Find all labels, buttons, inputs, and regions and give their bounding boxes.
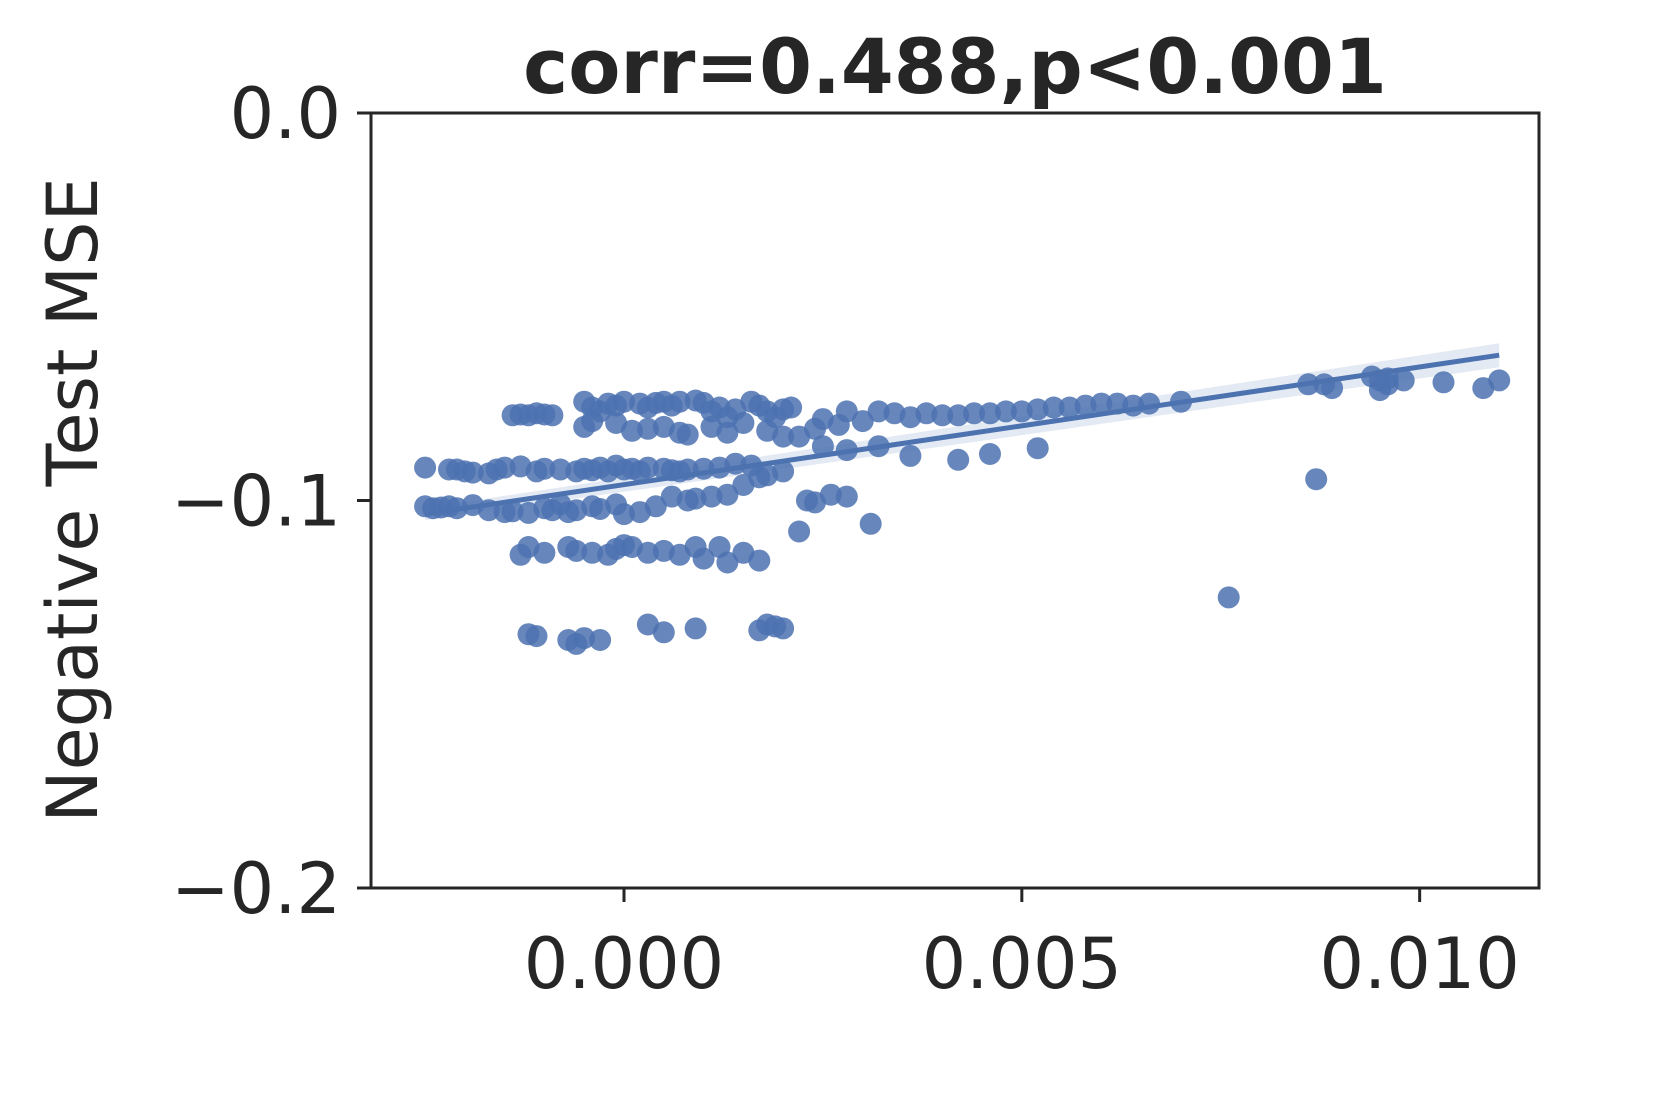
- x-axis-ticks: 0.000 0.005 0.010: [524, 888, 1520, 1005]
- scatter-point: [947, 448, 970, 471]
- scatter-point: [636, 417, 659, 440]
- scatter-point: [676, 423, 699, 446]
- scatter-point: [1026, 398, 1049, 421]
- chart-title: corr=0.488,p<0.001: [523, 22, 1387, 111]
- scatter-point: [1090, 392, 1113, 415]
- scatter-point: [565, 539, 588, 562]
- scatter-point: [931, 404, 954, 427]
- y-axis-ticks: 0.0 −0.1 −0.2: [171, 73, 371, 930]
- scatter-point: [835, 400, 858, 423]
- regression-line: [424, 352, 1500, 517]
- scatter-point: [788, 520, 811, 543]
- scatter-point: [692, 547, 715, 570]
- scatter-point: [668, 390, 691, 413]
- scatter-point: [1217, 586, 1240, 609]
- scatter-point: [859, 512, 882, 535]
- scatter-point: [684, 617, 707, 640]
- scatter-point: [1026, 437, 1049, 460]
- scatter-point: [979, 443, 1001, 465]
- scatter-point: [589, 629, 612, 651]
- y-tick-label: −0.2: [171, 848, 341, 930]
- scatter-point: [573, 627, 596, 650]
- scatter-point: [644, 495, 667, 518]
- scatter-point: [716, 421, 739, 444]
- scatter-point: [963, 402, 986, 425]
- scatter-point: [533, 457, 556, 480]
- scatter-point: [899, 444, 922, 467]
- scatter-point: [581, 410, 604, 433]
- scatter-point: [716, 551, 739, 574]
- x-tick-label: 0.005: [922, 923, 1122, 1005]
- scatter-point: [700, 485, 723, 508]
- y-tick-label: 0.0: [230, 73, 341, 155]
- x-tick-label: 0.010: [1319, 923, 1519, 1005]
- scatter-point: [525, 625, 548, 648]
- scatter-point: [1432, 371, 1455, 394]
- scatter-point: [636, 541, 659, 564]
- scatter-point: [461, 461, 484, 484]
- scatter-point: [748, 549, 771, 572]
- scatter-point: [549, 458, 572, 481]
- scatter-point: [501, 500, 524, 523]
- scatter-point: [613, 390, 635, 413]
- scatter-point: [867, 400, 890, 423]
- scatter-point: [835, 485, 858, 508]
- scatter-point: [414, 456, 437, 479]
- scatter-point: [493, 456, 516, 479]
- scatter-point: [819, 483, 842, 506]
- y-tick-label: −0.1: [171, 461, 341, 543]
- scatter-point: [772, 460, 795, 483]
- scatter-point: [1042, 396, 1065, 419]
- scatter-point: [772, 617, 795, 640]
- scatter-point: [636, 456, 659, 479]
- scatter-point: [1488, 369, 1511, 392]
- scatter-point: [1058, 396, 1081, 419]
- scatter-point: [994, 400, 1017, 423]
- y-axis-label: Negative Test MSE: [32, 177, 114, 823]
- scatter-point: [732, 412, 755, 434]
- scatter-point: [811, 435, 834, 458]
- x-tick-label: 0.000: [524, 923, 724, 1005]
- scatter-point: [716, 483, 739, 506]
- scatter-point: [1305, 468, 1328, 491]
- scatter-point: [979, 402, 1001, 425]
- scatter-point: [652, 621, 675, 644]
- scatter-point: [851, 410, 874, 433]
- regression-line-group: [424, 352, 1500, 517]
- scatter-points: [414, 365, 1511, 655]
- scatter-point: [780, 396, 803, 419]
- scatter-point: [541, 404, 564, 427]
- scatter-point: [772, 425, 795, 448]
- scatter-point: [533, 541, 556, 564]
